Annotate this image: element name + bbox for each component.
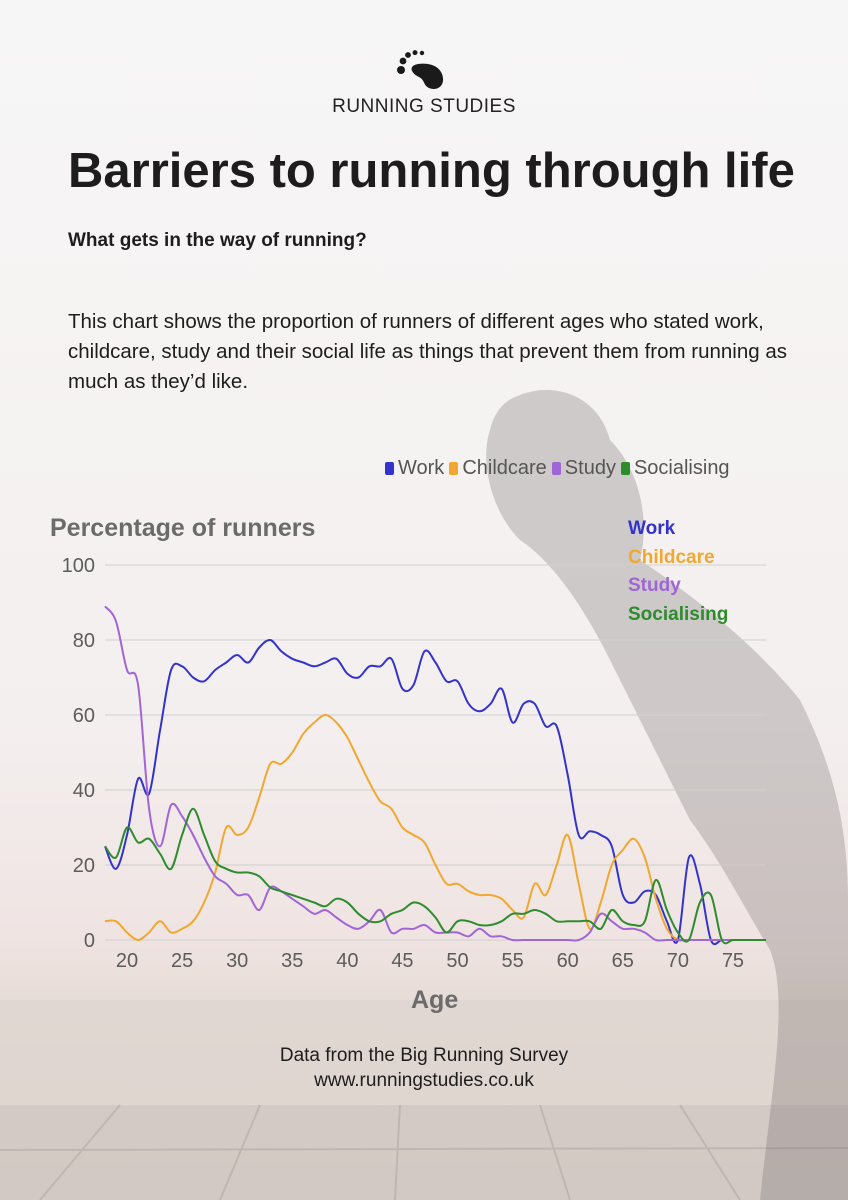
chart-description: This chart shows the proportion of runne… (68, 310, 788, 393)
boardwalk (0, 1105, 848, 1200)
series-line-childcare (104, 714, 766, 942)
legend-swatch (385, 462, 394, 475)
source-url: www.runningstudies.co.uk (314, 1070, 534, 1091)
x-tick-label: 70 (667, 950, 689, 972)
x-tick-labels: 20 25 30 35 40 45 50 55 60 65 70 75 (116, 950, 744, 972)
x-tick-label: 25 (171, 950, 193, 972)
series-line-study (104, 605, 766, 942)
series-line-work (104, 638, 766, 946)
series-label-study: Study (628, 575, 681, 596)
y-tick-labels: 0 20 40 60 80 100 (62, 555, 95, 952)
line-chart: 0 20 40 60 80 100 20 25 30 35 40 45 50 55 60 65 70 75 (62, 555, 766, 972)
x-tick-label: 40 (336, 950, 358, 972)
chart-legend: Work Childcare Study Socialising (385, 457, 735, 480)
page-subtitle: What gets in the way of running? (68, 230, 367, 251)
runner-silhouette (486, 390, 848, 1200)
y-tick-label: 80 (73, 630, 95, 652)
series-label-work: Work (628, 518, 676, 539)
series-labels: Work Childcare Study Socialising (628, 515, 728, 629)
x-tick-label: 30 (226, 950, 248, 972)
series-lines (104, 605, 766, 946)
x-tick-label: 60 (557, 950, 579, 972)
legend-item-socialising: Socialising (620, 457, 730, 480)
y-tick-label: 100 (62, 555, 95, 577)
x-tick-label: 45 (391, 950, 413, 972)
x-tick-label: 35 (281, 950, 303, 972)
legend-swatch (620, 462, 630, 475)
brand-name: RUNNING STUDIES (332, 96, 516, 117)
legend-swatch (551, 462, 561, 475)
series-label-socialising: Socialising (628, 603, 729, 625)
boardwalk-planks (0, 1104, 848, 1200)
x-tick-label: 50 (446, 950, 468, 972)
y-tick-label: 40 (73, 780, 95, 802)
legend-item-work: Work (385, 457, 444, 480)
y-tick-label: 0 (84, 930, 95, 952)
source-note: Data from the Big Running Survey www.run… (0, 1043, 848, 1093)
y-axis-title: Percentage of runners (50, 514, 316, 542)
series-label-childcare: Childcare (628, 546, 715, 568)
x-tick-label: 55 (501, 950, 523, 972)
y-tick-label: 20 (73, 855, 95, 877)
source-text: Data from the Big Running Survey (279, 1045, 569, 1066)
y-tick-label: 60 (73, 705, 95, 727)
legend-label: Study (564, 457, 616, 479)
x-tick-label: 65 (612, 950, 634, 972)
x-tick-label: 20 (116, 950, 138, 972)
legend-item-childcare: Childcare (449, 457, 547, 480)
legend-label: Socialising (633, 457, 730, 479)
legend-label: Work (398, 457, 445, 479)
legend-item-study: Study (551, 457, 616, 480)
series-line-socialising (104, 807, 766, 945)
x-tick-label: 75 (722, 950, 744, 972)
page-title: Barriers to running through life (68, 144, 795, 198)
legend-label: Childcare (462, 457, 547, 479)
sea-band (0, 1000, 848, 1105)
legend-swatch (449, 462, 459, 475)
x-axis-title: Age (411, 986, 459, 1014)
footprint-icon (397, 50, 444, 89)
